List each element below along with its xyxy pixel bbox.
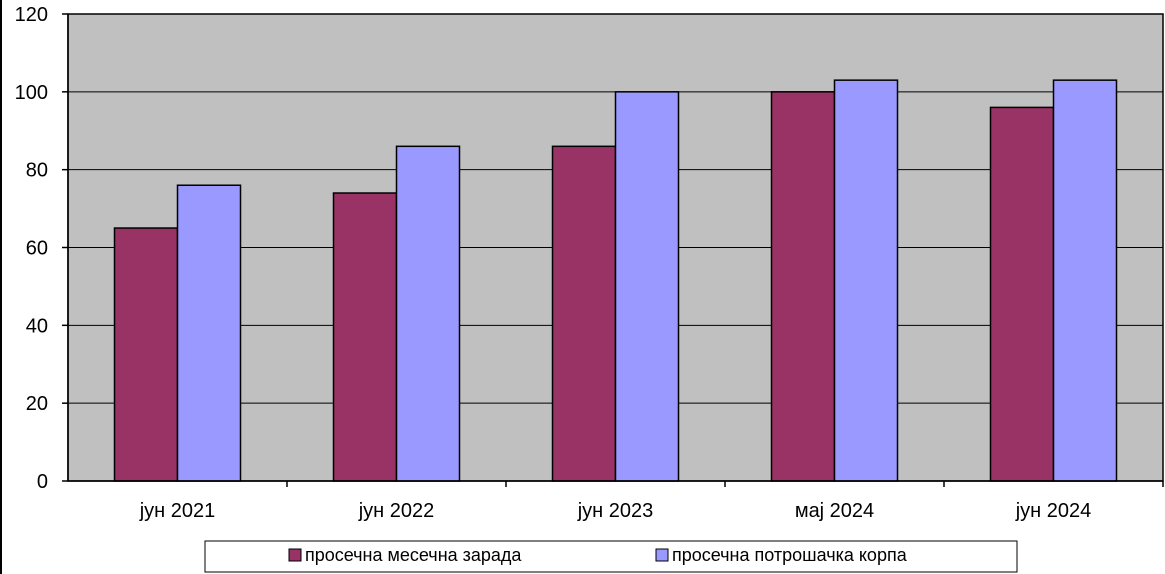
y-tick-label: 60 — [26, 238, 48, 260]
x-tick-label: јун 2021 — [139, 500, 216, 522]
legend-label-series-2: просечна потрошачка корпа — [672, 545, 908, 565]
bar-series-2 — [176, 184, 242, 482]
x-tick-label: мај 2024 — [795, 500, 874, 522]
bar-series-1 — [989, 106, 1055, 482]
y-tick-label: 0 — [37, 471, 48, 493]
bar-series-2 — [833, 79, 899, 482]
legend-label-series-1: просечна месечна зарада — [305, 545, 522, 565]
bar-series-1 — [770, 91, 836, 482]
legend-swatch-series-1 — [288, 548, 302, 562]
y-axis-tick-labels: 0 20 40 60 80 100 120 — [15, 4, 48, 493]
legend-box — [204, 540, 1018, 573]
x-tick-label: јун 2023 — [577, 500, 654, 522]
y-tick-label: 120 — [15, 4, 48, 26]
bar-series-2 — [1052, 79, 1118, 482]
y-tick-label: 80 — [26, 160, 48, 182]
y-tick-label: 100 — [15, 82, 48, 104]
bar-series-1 — [332, 192, 398, 482]
x-tick-label: јун 2024 — [1015, 500, 1092, 522]
legend: просечна месечна зарада просечна потроша… — [204, 540, 1018, 573]
y-tick-label: 40 — [26, 315, 48, 337]
x-tick-label: јун 2022 — [358, 500, 435, 522]
y-tick-label: 20 — [26, 393, 48, 415]
legend-swatch-series-2 — [655, 548, 669, 562]
bars — [113, 79, 1118, 482]
bar-series-1 — [551, 145, 617, 482]
x-axis-tick-labels: јун 2021 јун 2022 јун 2023 мај 2024 јун 2024 — [139, 500, 1092, 522]
bar-series-2 — [395, 145, 461, 482]
bar-series-2 — [614, 91, 680, 482]
axes — [62, 13, 1164, 487]
bar-series-1 — [113, 227, 179, 482]
